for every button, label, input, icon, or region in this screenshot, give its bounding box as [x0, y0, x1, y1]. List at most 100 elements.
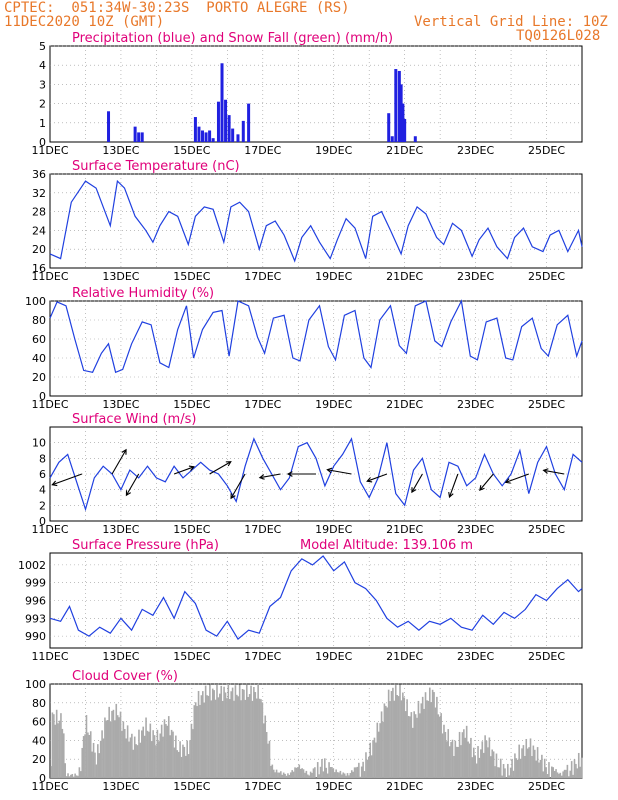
cloud-bar — [291, 770, 293, 778]
cloud-bar — [367, 756, 370, 778]
temp-xtick: 17DEC — [244, 270, 281, 283]
cloud-bar — [543, 758, 546, 778]
cloud-bar — [577, 752, 580, 778]
wind-arrow-head — [479, 485, 485, 491]
precip-xtick: 15DEC — [173, 144, 210, 157]
cloud-bar — [531, 756, 533, 778]
cloud-bar — [437, 714, 440, 778]
cloud-bar — [390, 691, 393, 778]
cloud-xtick: 19DEC — [315, 780, 352, 793]
cloud-bar — [104, 717, 106, 778]
cloud-bar — [160, 724, 163, 778]
pres-ytick: 990 — [25, 630, 46, 643]
cloud-bar — [169, 735, 171, 778]
cloud-bar — [51, 712, 54, 778]
cloud-bar — [125, 738, 127, 778]
cloud-bar — [570, 761, 573, 778]
run-date-label: 11DEC2020 10Z (GMT) — [4, 14, 165, 30]
precip-bar — [208, 130, 212, 142]
cloud-bar — [387, 689, 390, 778]
cloud-bar — [268, 740, 271, 778]
cloud-bar — [166, 725, 169, 778]
rh-xtick: 21DEC — [386, 398, 423, 411]
cloud-bar — [444, 731, 447, 778]
cloud-bar — [575, 763, 577, 778]
cloud-bar — [102, 738, 105, 778]
precip-ytick: 3 — [39, 78, 46, 91]
cloud-bar — [199, 704, 201, 778]
wind-xtick: 23DEC — [457, 523, 494, 536]
cloud-bar — [454, 740, 457, 778]
wind-arrow — [230, 473, 246, 499]
cloud-bar — [226, 698, 228, 778]
cloud-bar — [394, 685, 397, 778]
cloud-bar — [488, 737, 491, 778]
cloud-bar — [400, 700, 403, 778]
cloud-bar — [141, 730, 143, 778]
cloud-bar — [165, 724, 167, 778]
cloud-bar — [536, 747, 539, 778]
cloud-bar — [338, 772, 340, 778]
cloud-bar — [403, 697, 406, 778]
cloud-bar — [511, 758, 513, 778]
cloud-bar — [460, 745, 462, 778]
pres-ytick: 999 — [25, 577, 46, 590]
precip-bar — [193, 117, 197, 142]
cloud-bar — [50, 766, 52, 778]
cloud-bar — [88, 735, 91, 778]
cloud-bar — [319, 766, 322, 778]
wind-arrow — [543, 469, 565, 475]
precip-title: Precipitation (blue) and Snow Fall (gree… — [72, 31, 393, 46]
precip-bar — [390, 136, 394, 142]
cloud-bar — [87, 732, 89, 778]
wind-arrow — [259, 473, 281, 479]
wind-xtick: 21DEC — [386, 523, 423, 536]
wind-xtick: 11DEC — [31, 523, 68, 536]
cloud-bar — [129, 737, 132, 778]
cloud-bar — [294, 767, 296, 778]
rh-xtick: 13DEC — [102, 398, 139, 411]
cloud-bar — [278, 772, 281, 778]
cloud-ytick: 40 — [32, 734, 46, 747]
cloud-bar — [280, 771, 282, 778]
rh-ytick: 20 — [32, 371, 46, 384]
cloud-bar — [122, 721, 125, 778]
cloud-bar — [375, 742, 377, 778]
cloud-bar — [192, 729, 194, 778]
cloud-bar — [329, 767, 332, 778]
rh-xtick: 15DEC — [173, 398, 210, 411]
temp-ytick: 24 — [32, 224, 46, 237]
cloud-bar — [404, 711, 407, 778]
cloud-bar — [173, 747, 176, 778]
temp-ytick: 20 — [32, 243, 46, 256]
cloud-bar — [345, 775, 347, 778]
wind-ytick: 8 — [39, 452, 46, 465]
pres-xtick: 19DEC — [315, 650, 352, 663]
cloud-bar — [538, 762, 540, 778]
cloud-bar — [335, 769, 337, 778]
wind-arrow-head — [125, 490, 131, 497]
cloud-bar — [573, 759, 576, 778]
cloud-bar — [397, 696, 400, 778]
cloud-bar — [116, 715, 119, 778]
cloud-bar — [82, 736, 85, 778]
cloud-bar — [386, 707, 389, 778]
wind-title: Surface Wind (m/s) — [72, 412, 196, 427]
cloud-bar — [446, 741, 448, 778]
precip-bar — [220, 63, 224, 142]
cloud-bar — [150, 741, 153, 778]
cloud-bar — [257, 684, 259, 778]
cloud-bar — [410, 712, 413, 778]
cloud-bar — [220, 685, 223, 778]
cloud-bar — [180, 756, 183, 778]
cloud-bar — [302, 769, 305, 778]
cloud-bar — [480, 749, 482, 778]
cloud-bar — [135, 744, 137, 778]
cloud-bar — [139, 742, 142, 778]
cloud-bar — [143, 735, 146, 778]
cloud-bar — [359, 776, 362, 778]
cloud-bar — [461, 732, 464, 778]
cloud-bar — [499, 758, 502, 778]
cloud-bar — [111, 710, 113, 778]
cloud-bar — [146, 730, 149, 778]
